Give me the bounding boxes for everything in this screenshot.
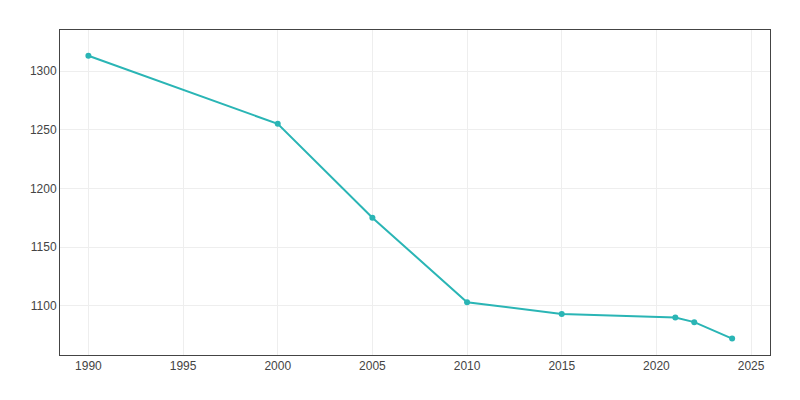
svg-text:1150: 1150: [31, 240, 57, 254]
svg-text:1250: 1250: [30, 123, 57, 137]
svg-text:2020: 2020: [643, 359, 670, 373]
svg-text:1300: 1300: [30, 64, 57, 78]
svg-text:2000: 2000: [264, 359, 291, 373]
svg-text:2025: 2025: [738, 359, 765, 373]
svg-text:1200: 1200: [30, 182, 57, 196]
svg-text:1995: 1995: [170, 359, 197, 373]
svg-text:1990: 1990: [75, 359, 102, 373]
svg-text:2010: 2010: [454, 359, 481, 373]
svg-text:2015: 2015: [548, 359, 575, 373]
svg-text:1100: 1100: [31, 299, 57, 313]
svg-text:2005: 2005: [359, 359, 386, 373]
